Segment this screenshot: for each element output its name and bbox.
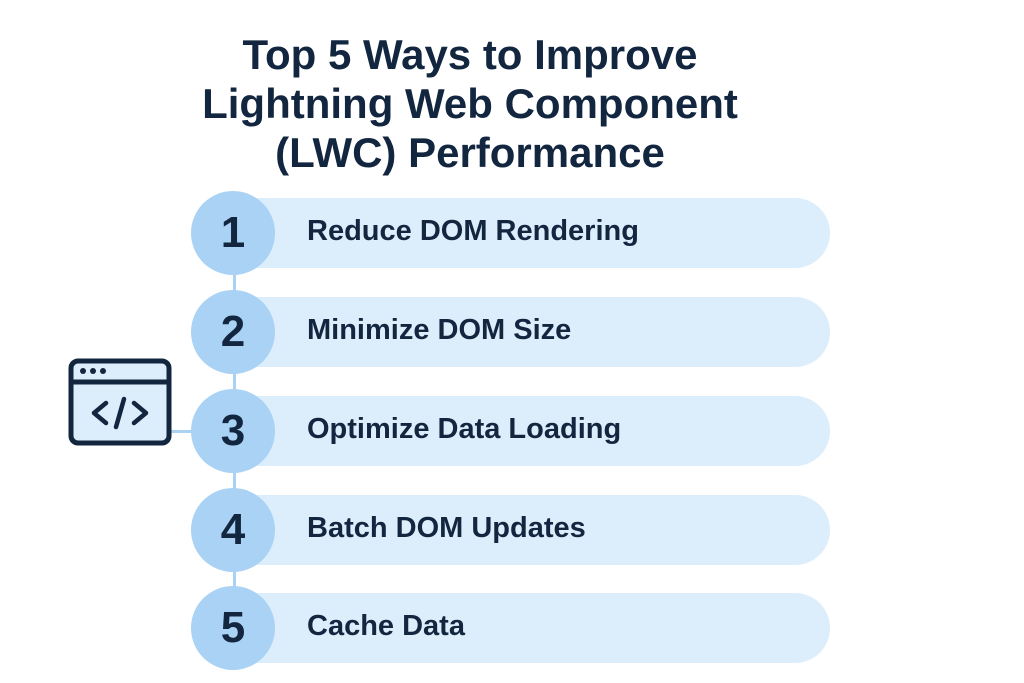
page-title: Top 5 Ways to Improve Lightning Web Comp…	[0, 30, 940, 177]
step-number: 4	[191, 488, 275, 572]
step-number: 1	[191, 191, 275, 275]
title-line-2: Lightning Web Component	[202, 80, 738, 127]
icon-connector	[170, 430, 200, 433]
title-line-3: (LWC) Performance	[275, 129, 665, 176]
title-line-1: Top 5 Ways to Improve	[242, 31, 698, 78]
step-number: 3	[191, 389, 275, 473]
step-1: 1 Reduce DOM Rendering	[0, 191, 1024, 275]
code-window-icon	[68, 358, 172, 446]
step-5: 5 Cache Data	[0, 586, 1024, 670]
step-label: Cache Data	[307, 610, 465, 642]
step-3: 3 Optimize Data Loading	[0, 389, 1024, 473]
step-label: Batch DOM Updates	[307, 512, 586, 544]
step-4: 4 Batch DOM Updates	[0, 488, 1024, 572]
step-bar	[234, 396, 830, 466]
step-label: Minimize DOM Size	[307, 314, 572, 346]
step-label: Optimize Data Loading	[307, 413, 622, 445]
step-bar	[234, 198, 830, 268]
step-bar	[234, 495, 830, 565]
step-number: 2	[191, 290, 275, 374]
step-bar	[234, 297, 830, 367]
step-bar	[234, 593, 830, 663]
step-number: 5	[191, 586, 275, 670]
step-label: Reduce DOM Rendering	[307, 215, 639, 247]
step-2: 2 Minimize DOM Size	[0, 290, 1024, 374]
